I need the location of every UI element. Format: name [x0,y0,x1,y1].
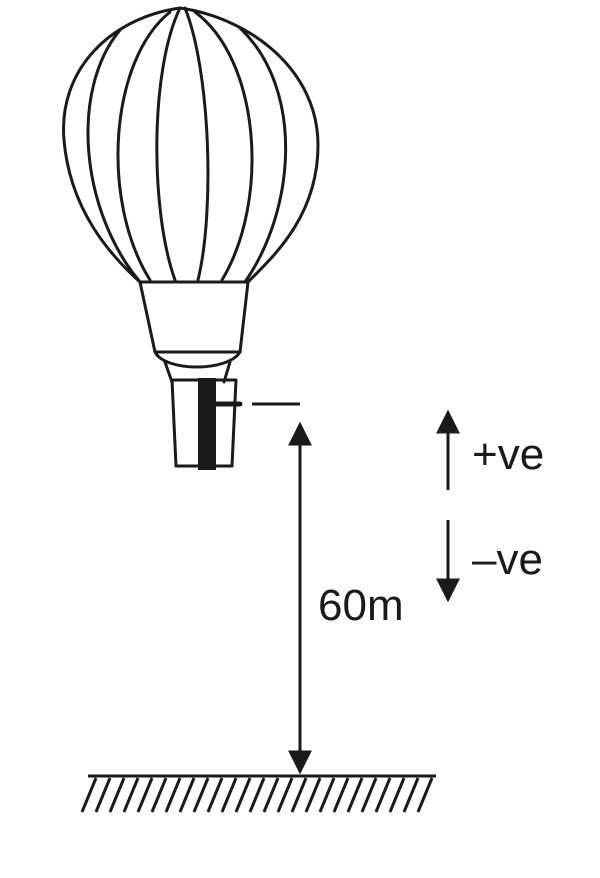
ground-hatch-line [402,777,420,813]
balloon-mouth [153,350,242,369]
ground-hatch-line [136,777,154,813]
ground-hatch-line [234,777,252,813]
suspension-line [163,360,174,384]
balloon-envelope [62,6,320,284]
height-indicator [252,402,312,775]
ground-hatch-line [374,777,392,813]
balloon-rib [193,10,254,282]
ground-hatch-line [304,777,322,813]
ground [80,774,436,813]
ground-hatch-line [388,777,406,813]
ground-hatch-line [94,777,112,813]
basket-figure [198,378,216,470]
ground-hatch-line [416,777,434,813]
hot-air-balloon [62,6,320,470]
positive-direction-label: +ve [472,430,545,479]
ground-hatch-line [290,777,308,813]
ground-hatch-line [346,777,364,813]
balloon-rib [116,10,172,282]
ground-hatch-line [164,777,182,813]
ground-hatch-line [262,777,280,813]
balloon-rib [238,26,288,284]
ground-hatch-line [318,777,336,813]
balloon-rib [86,28,142,284]
ground-hatch-line [206,777,224,813]
ground-hatch-line [108,777,126,813]
height-label: 60m [318,581,404,630]
ground-hatch-line [122,777,140,813]
ground-hatch-line [276,777,294,813]
balloon-skirt [138,280,250,354]
balloon-rib [155,6,182,282]
ground-hatch-line [360,777,378,813]
balloon-rib [183,6,210,282]
negative-direction-label: –ve [472,535,543,584]
ground-hatch-line [248,777,266,813]
ground-hatch-line [150,777,168,813]
ground-hatch-line [332,777,350,813]
ground-hatch-line [220,777,238,813]
ground-hatch-line [80,777,98,813]
ground-hatching [80,777,434,813]
ground-hatch-line [192,777,210,813]
ground-hatch-line [178,777,196,813]
